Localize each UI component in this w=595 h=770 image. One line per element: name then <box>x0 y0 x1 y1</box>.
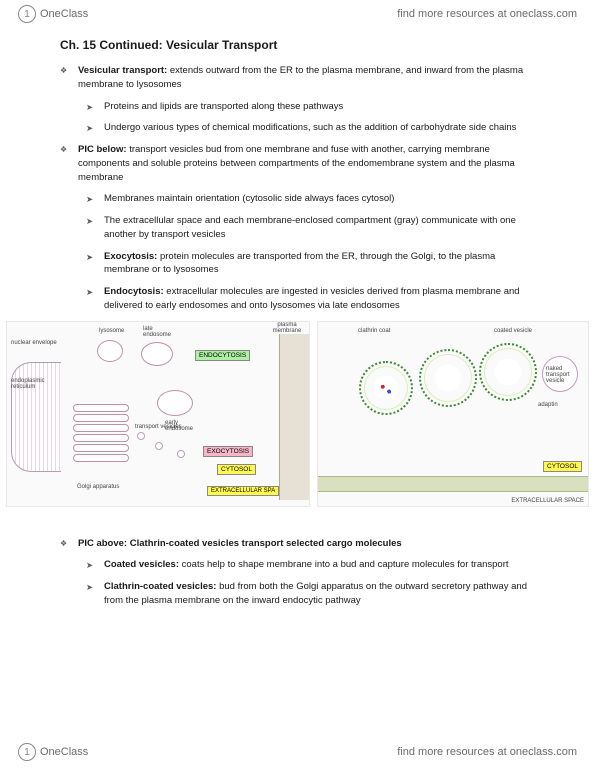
early-endosome-shape <box>157 390 193 416</box>
bullet-text: Exocytosis: protein molecules are transp… <box>104 250 535 278</box>
vesicle-icon <box>177 450 185 458</box>
bullet-vesicular-transport: ❖ Vesicular transport: extends outward f… <box>60 64 535 92</box>
bullet-text: Proteins and lipids are transported alon… <box>104 100 343 114</box>
bullet-text: The extracellular space and each membran… <box>104 214 535 242</box>
figure-clathrin: EXTRACELLULAR SPACE CYTOSOL clathrin coa… <box>317 321 589 507</box>
arrow-icon: ➤ <box>86 580 96 593</box>
diamond-icon: ❖ <box>60 537 70 550</box>
header-link[interactable]: find more resources at oneclass.com <box>397 8 577 20</box>
clathrin-vesicle-2 <box>424 354 472 402</box>
page-title: Ch. 15 Continued: Vesicular Transport <box>60 38 535 52</box>
sub-bullet-endocytosis: ➤ Endocytosis: extracellular molecules a… <box>60 285 535 313</box>
logo-text: OneClass <box>40 8 88 20</box>
vesicle-icon <box>155 442 163 450</box>
page-header: 1 OneClass find more resources at onecla… <box>0 0 595 28</box>
sub-bullet: ➤ Undergo various types of chemical modi… <box>60 121 535 135</box>
logo: 1 OneClass <box>18 743 88 761</box>
arrow-icon: ➤ <box>86 285 96 298</box>
bullet-text: Coated vesicles: coats help to shape mem… <box>104 558 509 572</box>
bullet-pic-below: ❖ PIC below: transport vesicles bud from… <box>60 143 535 184</box>
label-clathrin-coat: clathrin coat <box>358 328 390 334</box>
diamond-icon: ❖ <box>60 143 70 156</box>
label-late-endosome: late endosome <box>143 326 179 338</box>
bullet-pic-above: ❖ PIC above: Clathrin-coated vesicles tr… <box>60 537 535 551</box>
arrow-icon: ➤ <box>86 558 96 571</box>
sub-bullet-exocytosis: ➤ Exocytosis: protein molecules are tran… <box>60 250 535 278</box>
arrow-icon: ➤ <box>86 250 96 263</box>
bullet-text: Vesicular transport: extends outward fro… <box>78 64 535 92</box>
label-golgi: Golgi apparatus <box>77 484 119 490</box>
vesicle-icon <box>137 432 145 440</box>
late-endosome-shape <box>141 342 173 366</box>
golgi-shape <box>73 404 129 478</box>
sub-bullet: ➤ Membranes maintain orientation (cytoso… <box>60 192 535 206</box>
logo-icon: 1 <box>18 5 36 23</box>
label-cytosol: CYTOSOL <box>217 464 256 475</box>
label-nuclear-envelope: nuclear envelope <box>11 340 57 346</box>
page-footer: 1 OneClass find more resources at onecla… <box>0 740 595 764</box>
label-naked-vesicle: naked transport vesicle <box>546 366 584 384</box>
footer-link[interactable]: find more resources at oneclass.com <box>397 746 577 758</box>
bullet-text: Endocytosis: extracellular molecules are… <box>104 285 535 313</box>
sub-bullet: ➤ Clathrin-coated vesicles: bud from bot… <box>60 580 535 608</box>
logo-text: OneClass <box>40 746 88 758</box>
logo: 1 OneClass <box>18 5 88 23</box>
membrane-strip <box>318 476 588 492</box>
main-content: Ch. 15 Continued: Vesicular Transport ❖ … <box>0 28 595 620</box>
arrow-icon: ➤ <box>86 121 96 134</box>
label-plasma-membrane: plasma membrane <box>269 322 305 334</box>
arrow-icon: ➤ <box>86 192 96 205</box>
label-lysosome: lysosome <box>99 328 124 334</box>
figure-endomembrane: nuclear envelope endoplasmic reticulum l… <box>6 321 310 507</box>
sub-bullet: ➤ Proteins and lipids are transported al… <box>60 100 535 114</box>
label-adaptin: adaptin <box>538 402 558 408</box>
label-transport-vesicles: transport vesicles <box>135 424 182 430</box>
label-extracellular: EXTRACELLULAR SPA <box>207 486 279 496</box>
label-cytosol: CYTOSOL <box>543 461 582 472</box>
lysosome-shape <box>97 340 123 362</box>
label-extracellular: EXTRACELLULAR SPACE <box>511 498 584 504</box>
plasma-membrane-shape <box>279 334 309 500</box>
label-coated-vesicle: coated vesicle <box>494 328 532 334</box>
bullet-text: Clathrin-coated vesicles: bud from both … <box>104 580 535 608</box>
cargo-dots <box>378 382 394 398</box>
clathrin-vesicle-3 <box>484 348 532 396</box>
label-er: endoplasmic reticulum <box>11 378 51 390</box>
diamond-icon: ❖ <box>60 64 70 77</box>
bullet-text: Membranes maintain orientation (cytosoli… <box>104 192 394 206</box>
bullet-text: PIC above: Clathrin-coated vesicles tran… <box>78 537 402 551</box>
arrow-icon: ➤ <box>86 214 96 227</box>
arrow-icon: ➤ <box>86 100 96 113</box>
label-endocytosis: ENDOCYTOSIS <box>195 350 250 361</box>
sub-bullet: ➤ Coated vesicles: coats help to shape m… <box>60 558 535 572</box>
bullet-text: Undergo various types of chemical modifi… <box>104 121 516 135</box>
label-exocytosis: EXOCYTOSIS <box>203 446 253 457</box>
figure-container: nuclear envelope endoplasmic reticulum l… <box>0 321 595 507</box>
sub-bullet: ➤ The extracellular space and each membr… <box>60 214 535 242</box>
bullet-text: PIC below: transport vesicles bud from o… <box>78 143 535 184</box>
logo-icon: 1 <box>18 743 36 761</box>
